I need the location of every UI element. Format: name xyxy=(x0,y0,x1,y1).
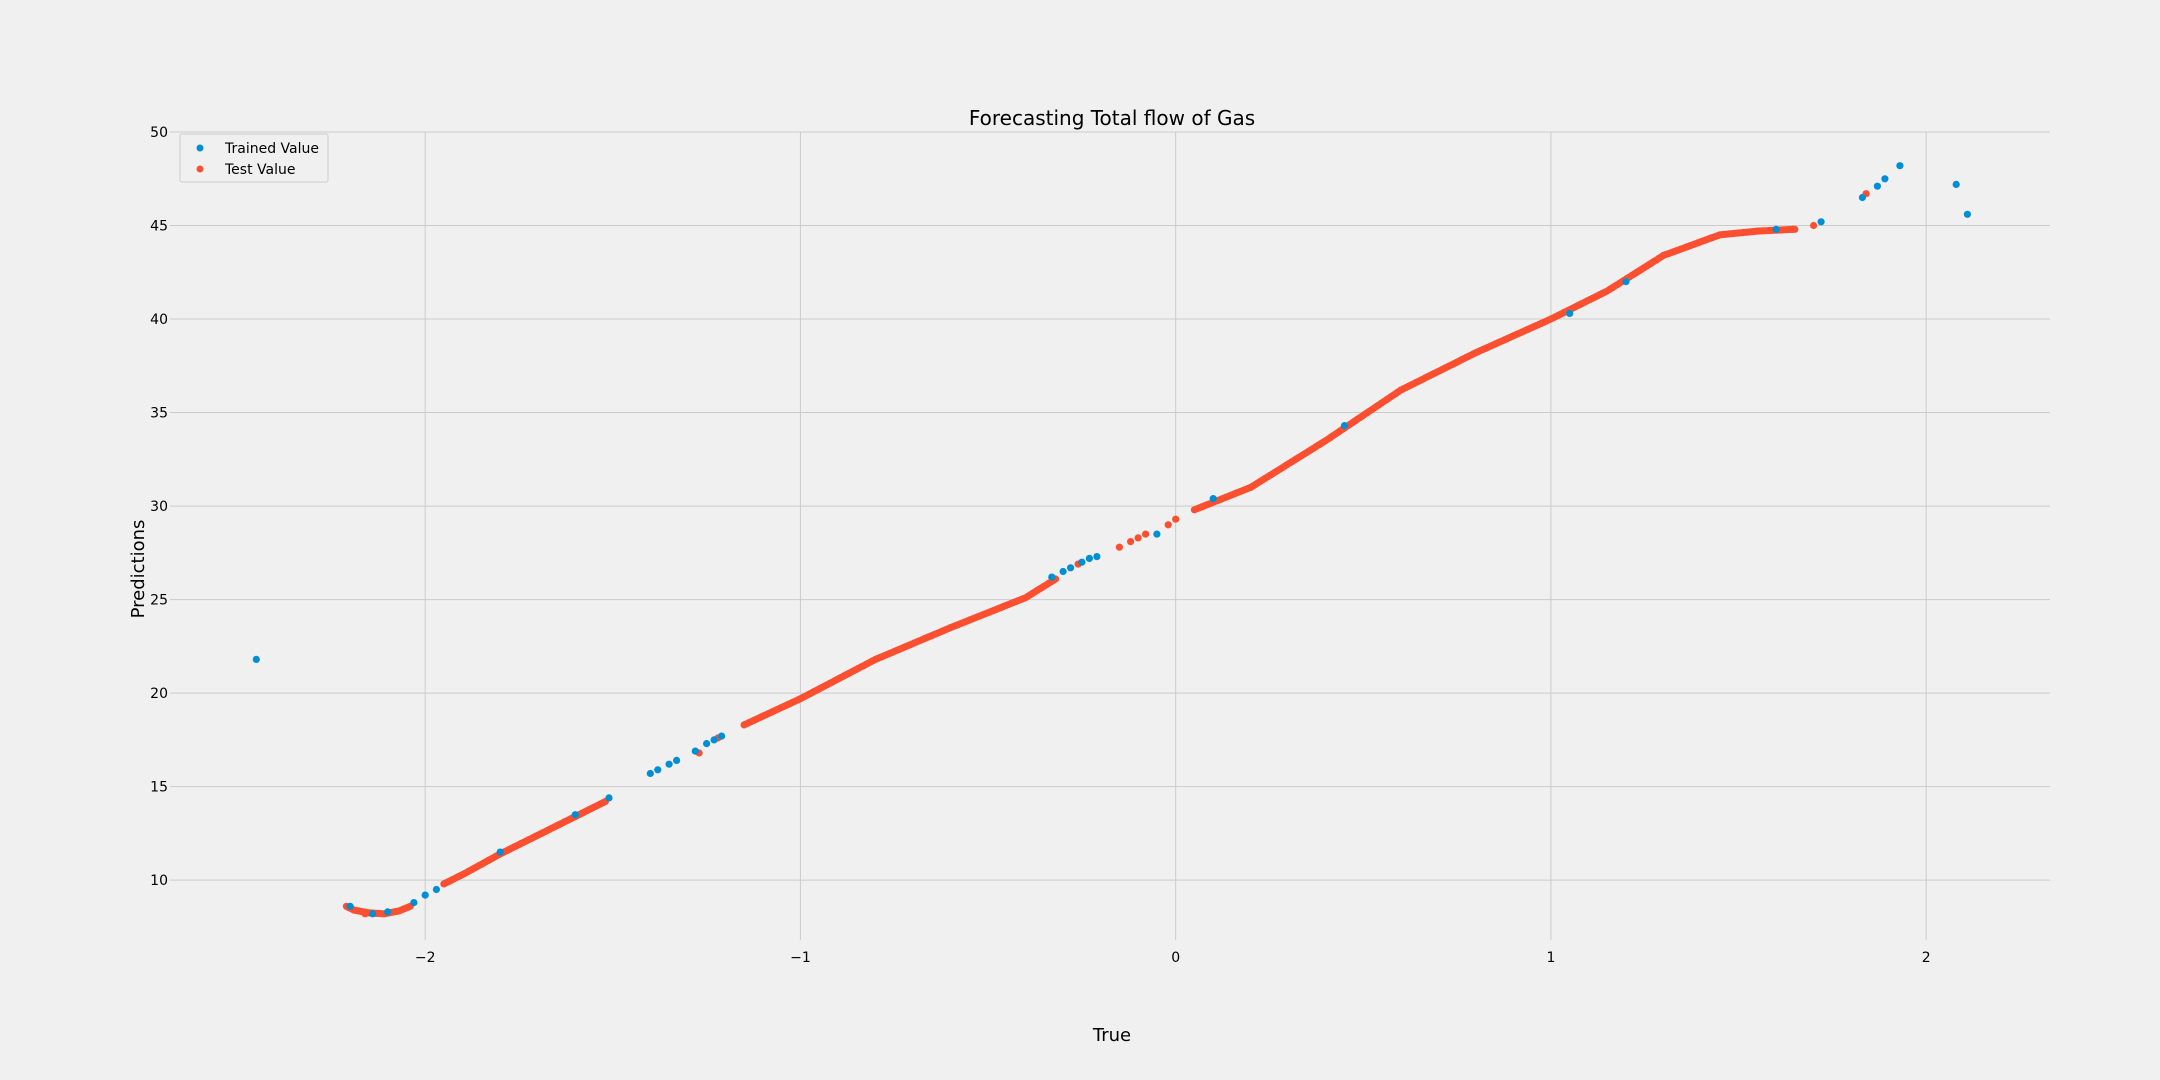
trained-point xyxy=(1622,278,1630,286)
trained-point xyxy=(571,811,579,819)
test-point xyxy=(361,910,369,918)
trained-point xyxy=(346,902,354,910)
trained-point xyxy=(410,899,418,907)
test-point xyxy=(1134,534,1142,542)
y-tick-label: 10 xyxy=(150,873,168,889)
trained-point xyxy=(605,794,613,802)
trained-point xyxy=(384,908,392,916)
x-tick-label: −1 xyxy=(790,950,811,966)
trained-point xyxy=(1881,175,1889,183)
y-tick-label: 45 xyxy=(150,219,168,235)
x-tick-label: 1 xyxy=(1546,950,1555,966)
trained-point xyxy=(665,760,673,768)
y-tick-label: 50 xyxy=(150,125,168,141)
x-tick-label: 2 xyxy=(1922,950,1931,966)
trained-point xyxy=(1209,495,1217,503)
trained-point xyxy=(1952,180,1960,188)
legend: Trained Value Test Value xyxy=(179,133,329,183)
test-point xyxy=(1172,515,1180,523)
trained-point xyxy=(432,885,440,894)
grid xyxy=(170,131,2050,940)
trained-point xyxy=(1048,573,1056,581)
trained-point xyxy=(646,769,654,778)
legend-marker-test xyxy=(196,165,204,173)
trained-point xyxy=(1078,558,1086,566)
trained-point xyxy=(718,732,726,740)
trained-point xyxy=(1817,218,1825,226)
y-tick-label: 20 xyxy=(150,686,168,702)
y-tick-label: 15 xyxy=(150,780,168,796)
trained-point xyxy=(654,766,662,774)
legend-box xyxy=(179,133,329,183)
x-tick-label: −2 xyxy=(415,950,436,966)
trained-point xyxy=(421,891,429,899)
trained-point xyxy=(1093,553,1101,561)
chart-title: Forecasting Total flow of Gas xyxy=(969,106,1255,130)
plot-area xyxy=(170,132,2050,940)
trained-point xyxy=(1566,309,1574,317)
test-point xyxy=(1115,543,1123,551)
y-tick-label: 30 xyxy=(150,499,168,515)
trained-point xyxy=(252,655,260,664)
x-axis-label: True xyxy=(1092,1025,1131,1046)
trained-point xyxy=(1340,422,1349,430)
trained-point xyxy=(691,747,699,755)
test-point xyxy=(1127,538,1135,546)
trained-point xyxy=(369,910,377,918)
trained-point xyxy=(1963,210,1971,218)
trained-point xyxy=(496,848,504,856)
trained-point xyxy=(1059,567,1067,576)
y-tick-label: 35 xyxy=(150,406,168,422)
test-point xyxy=(1142,530,1150,538)
trained-point xyxy=(710,736,718,744)
x-tick-labels: −2 −1 0 1 2 xyxy=(415,950,1931,966)
trained-point xyxy=(1772,225,1780,233)
test-point xyxy=(1791,225,1799,233)
y-tick-label: 25 xyxy=(150,593,168,609)
legend-label-test: Test Value xyxy=(224,162,295,178)
trained-point xyxy=(1896,162,1904,170)
test-point xyxy=(1810,221,1818,230)
trained-point xyxy=(1153,530,1161,538)
x-tick-label: 0 xyxy=(1171,950,1180,966)
trained-point xyxy=(703,740,711,748)
trained-point xyxy=(1067,564,1075,572)
data-points xyxy=(252,162,1971,918)
legend-label-trained: Trained Value xyxy=(224,141,319,157)
legend-marker-trained xyxy=(196,144,204,152)
trained-point xyxy=(673,756,681,765)
y-axis-label: Predictions xyxy=(128,520,149,619)
trained-point xyxy=(1858,193,1866,202)
trained-point xyxy=(1873,182,1881,190)
trained-point xyxy=(1085,554,1093,563)
y-tick-label: 40 xyxy=(150,312,168,328)
y-tick-labels: 10 15 20 25 30 35 40 45 50 xyxy=(150,125,168,889)
test-point xyxy=(1164,521,1172,529)
